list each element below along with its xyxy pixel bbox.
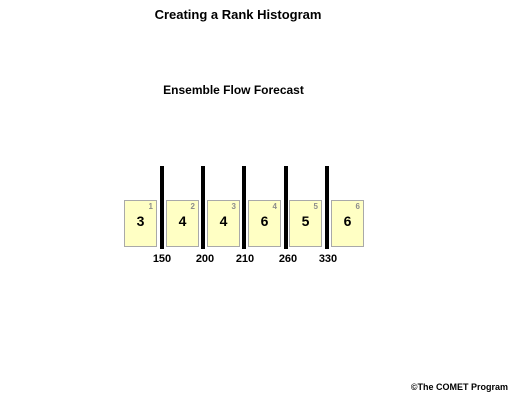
- rank-bin-6: 6 6: [331, 200, 364, 247]
- threshold-value: 260: [278, 253, 298, 265]
- bin-number: 3: [231, 202, 236, 211]
- rank-bin-2: 2 4: [166, 200, 199, 247]
- bin-count: 4: [178, 213, 187, 229]
- bin-count: 5: [301, 213, 310, 229]
- rank-bin-5: 5 5: [289, 200, 322, 247]
- diagram-subtitle: Ensemble Flow Forecast: [163, 83, 304, 97]
- threshold-divider: [201, 166, 205, 249]
- threshold-value: 150: [152, 253, 172, 265]
- bin-number: 4: [272, 202, 277, 211]
- threshold-value: 330: [318, 253, 338, 265]
- bin-number: 5: [313, 202, 318, 211]
- threshold-divider: [284, 166, 288, 249]
- bin-count: 4: [219, 213, 228, 229]
- bin-count: 3: [136, 213, 145, 229]
- bin-count: 6: [343, 213, 352, 229]
- rank-bin-3: 3 4: [207, 200, 240, 247]
- bin-number: 1: [148, 202, 153, 211]
- threshold-divider: [325, 166, 329, 249]
- copyright-credit: ©The COMET Program: [410, 382, 508, 392]
- threshold-value: 210: [235, 253, 255, 265]
- threshold-divider: [242, 166, 246, 249]
- threshold-divider: [160, 166, 164, 249]
- diagram-title: Creating a Rank Histogram: [154, 7, 322, 22]
- bin-count: 6: [260, 213, 269, 229]
- bin-number: 2: [190, 202, 195, 211]
- rank-bin-4: 4 6: [248, 200, 281, 247]
- threshold-value: 200: [195, 253, 215, 265]
- bin-number: 6: [355, 202, 360, 211]
- rank-bin-1: 1 3: [124, 200, 157, 247]
